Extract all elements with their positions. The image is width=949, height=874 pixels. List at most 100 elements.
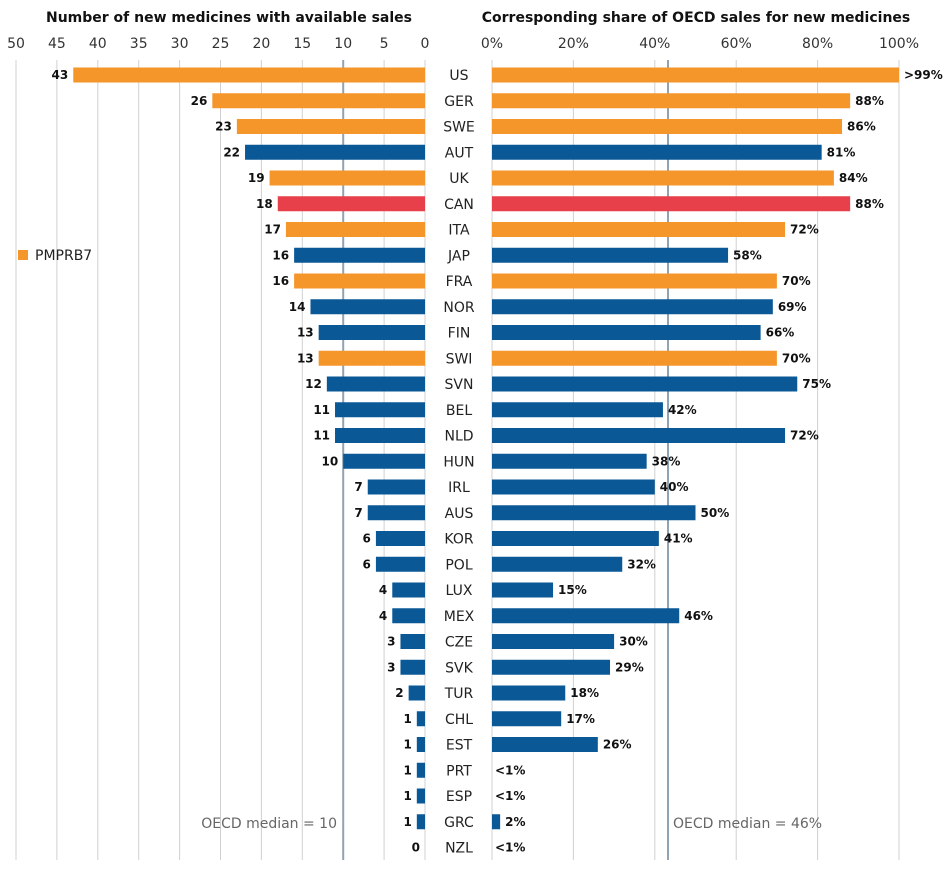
left-value-label: 3 (387, 635, 395, 649)
right-bar-nld (492, 428, 786, 443)
right-value-label: 17% (566, 712, 595, 726)
right-value-label: 88% (855, 94, 884, 108)
right-bar-nor (492, 299, 773, 315)
left-value-label: 13 (297, 351, 314, 365)
right-bar-ita (492, 222, 786, 237)
left-value-label: 6 (363, 557, 371, 571)
right-value-label: 72% (790, 223, 819, 237)
left-bar-svn (326, 376, 425, 392)
right-value-label: <1% (495, 763, 525, 777)
left-tick-label: 35 (130, 36, 148, 52)
right-value-label: 75% (802, 377, 831, 391)
left-chart-title: Number of new medicines with available s… (46, 10, 412, 26)
country-label-can: CAN (444, 197, 474, 213)
right-value-label: 42% (668, 403, 697, 417)
left-tick-label: 10 (334, 36, 352, 52)
left-bar-aus (367, 505, 425, 521)
country-label-mex: MEX (444, 609, 475, 625)
right-bar-est (492, 737, 598, 752)
right-bar-tur (492, 685, 566, 701)
left-bar-cze (400, 634, 425, 649)
right-bar-us (492, 67, 899, 83)
right-bar-svn (492, 376, 798, 392)
left-tick-label: 30 (171, 36, 189, 52)
left-bar-jap (294, 247, 425, 263)
left-value-label: 22 (223, 145, 240, 159)
left-value-label: 11 (313, 429, 330, 443)
right-bar-kor (492, 531, 659, 546)
left-value-label: 3 (387, 660, 395, 674)
right-bar-can (492, 196, 851, 212)
left-bar-mex (392, 608, 425, 624)
right-bar-bel (492, 402, 663, 418)
country-label-nld: NLD (444, 429, 473, 445)
left-value-label: 26 (191, 94, 208, 108)
right-tick-label: 40% (639, 36, 670, 52)
right-bar-aut (492, 144, 822, 160)
right-bar-aus (492, 505, 696, 521)
left-bar-can (277, 196, 425, 212)
right-bar-chl (492, 711, 562, 727)
right-bar-svk (492, 659, 611, 675)
right-value-label: 81% (827, 145, 856, 159)
left-value-label: 16 (272, 274, 289, 288)
right-value-label: 41% (664, 532, 693, 546)
left-bar-aut (245, 144, 425, 160)
left-tick-label: 0 (421, 36, 430, 52)
left-bar-swi (318, 350, 425, 366)
right-bar-fra (492, 273, 777, 289)
country-label-us: US (449, 68, 468, 84)
left-tick-label: 5 (380, 36, 389, 52)
left-bar-est (416, 737, 425, 752)
left-tick-label: 45 (48, 36, 66, 52)
right-value-label: 18% (570, 686, 599, 700)
right-chart-title: Corresponding share of OECD sales for ne… (482, 10, 911, 26)
right-tick-label: 100% (879, 36, 919, 52)
left-value-label: 7 (354, 480, 362, 494)
left-bar-prt (416, 762, 425, 778)
left-bar-chl (416, 711, 425, 727)
country-label-nor: NOR (443, 300, 474, 316)
country-label-irl: IRL (448, 480, 470, 496)
left-tick-label: 15 (293, 36, 311, 52)
country-label-tur: TUR (444, 686, 474, 702)
left-bar-bel (335, 402, 425, 418)
country-label-aus: AUS (445, 506, 474, 522)
right-value-label: 40% (660, 480, 689, 494)
left-bar-us (73, 67, 425, 83)
left-bar-irl (367, 479, 425, 495)
right-tick-label: 80% (802, 36, 833, 52)
legend: PMPRB7 (18, 248, 92, 264)
country-label-pol: POL (445, 557, 472, 573)
country-label-cze: CZE (445, 635, 473, 651)
right-value-label: 15% (558, 583, 587, 597)
right-value-label: 58% (733, 248, 762, 262)
right-bar-pol (492, 556, 623, 572)
left-bar-hun (343, 453, 425, 469)
country-label-aut: AUT (445, 145, 474, 161)
right-bar-cze (492, 634, 615, 649)
left-tick-label: 20 (252, 36, 270, 52)
country-label-swe: SWE (443, 120, 475, 136)
left-value-label: 1 (403, 763, 411, 777)
country-label-ger: GER (444, 94, 474, 110)
country-label-uk: UK (449, 171, 469, 187)
left-bar-fra (294, 273, 425, 289)
country-label-lux: LUX (446, 583, 473, 599)
country-label-svk: SVK (445, 660, 473, 676)
left-bar-nld (335, 428, 425, 443)
right-value-label: >99% (904, 68, 943, 82)
right-value-label: 38% (652, 454, 681, 468)
left-tick-label: 25 (212, 36, 230, 52)
right-bar-jap (492, 247, 729, 263)
left-value-label: 2 (395, 686, 403, 700)
left-value-label: 19 (248, 171, 265, 185)
left-value-label: 43 (52, 68, 69, 82)
left-bar-pol (375, 556, 425, 572)
right-tick-label: 60% (721, 36, 752, 52)
left-value-label: 4 (379, 583, 387, 597)
right-tick-label: 20% (558, 36, 589, 52)
country-label-svn: SVN (445, 377, 474, 393)
left-value-label: 18 (256, 197, 273, 211)
right-tick-label: 0% (481, 36, 503, 52)
